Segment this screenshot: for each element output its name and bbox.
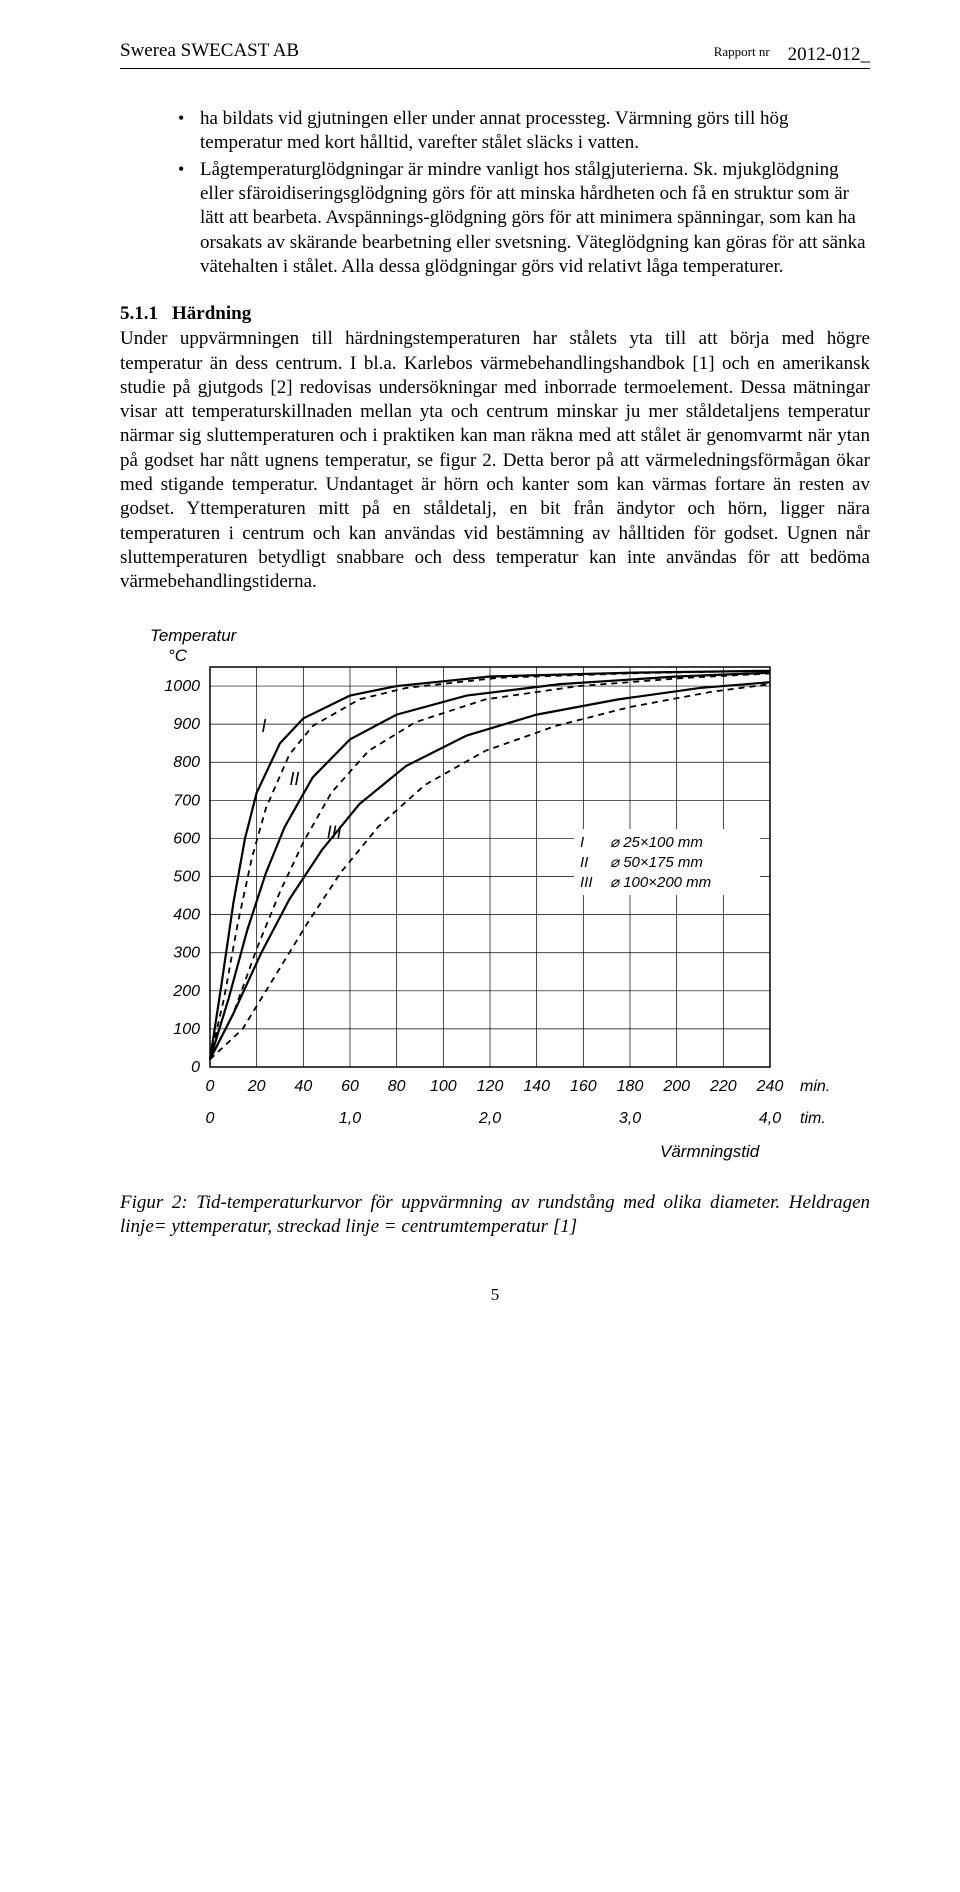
x-tick-min: 180	[617, 1078, 644, 1095]
figure-2: Temperatur °C IIIIII I⌀ 25×100 mmII⌀ 50×…	[120, 617, 870, 1177]
legend-id: I	[580, 834, 584, 851]
page-header: Swerea SWECAST AB Rapport nr 2012-012_	[120, 40, 870, 69]
x-tick-tim: 4,0	[759, 1110, 781, 1127]
y-tick-label: 100	[173, 1021, 200, 1038]
legend-label: ⌀ 25×100 mm	[610, 834, 703, 851]
x-tick-min: 40	[294, 1078, 312, 1095]
y-tick-label: 800	[173, 754, 200, 771]
chart-svg: Temperatur °C IIIIII I⌀ 25×100 mmII⌀ 50×…	[120, 617, 860, 1177]
series-label-I: I	[261, 715, 266, 735]
series-label-III: III	[327, 822, 342, 842]
report-number: 2012-012_	[788, 44, 870, 66]
x-tick-tim: 2,0	[478, 1110, 501, 1127]
series-label-II: II	[289, 769, 299, 789]
x-tim-unit: tim.	[800, 1110, 826, 1127]
bullet-item: • ha bildats vid gjutningen eller under …	[178, 107, 870, 156]
body-paragraph: Under uppvärmningen till härdningstemper…	[120, 327, 870, 594]
y-tick-label: 1000	[164, 678, 200, 695]
page: Swerea SWECAST AB Rapport nr 2012-012_ •…	[0, 0, 960, 1345]
chart-legend: I ⌀ 25×100 mm II ⌀ 50×175 mm III ⌀ 100×200 mm	[574, 829, 760, 895]
x-tick-min: 80	[388, 1078, 406, 1095]
legend-id: III	[580, 874, 593, 891]
header-report: Rapport nr 2012-012_	[714, 44, 870, 66]
legend-label: ⌀ 100×200 mm	[610, 874, 711, 891]
y-tick-label: 600	[173, 830, 200, 847]
y-tick-label: 300	[173, 944, 200, 961]
x-tick-tim: 1,0	[339, 1110, 361, 1127]
figure-caption: Figur 2: Tid-temperaturkurvor för uppvär…	[120, 1191, 870, 1240]
y-tick-label: 900	[173, 716, 200, 733]
x-tick-min: 200	[662, 1078, 690, 1095]
x-tick-tim: 0	[206, 1110, 215, 1127]
y-tick-label: 700	[173, 792, 200, 809]
x-tick-tim: 3,0	[619, 1110, 641, 1127]
page-number: 5	[120, 1285, 870, 1305]
bullet-text: ha bildats vid gjutningen eller under an…	[200, 107, 870, 156]
legend-label: ⌀ 50×175 mm	[610, 854, 703, 871]
y-axis-unit: °C	[168, 646, 188, 665]
y-tick-label: 400	[173, 906, 200, 923]
legend-id: II	[580, 854, 588, 871]
section-heading: 5.1.1 Härdning	[120, 303, 870, 325]
x-tick-min: 140	[523, 1078, 550, 1095]
header-company: Swerea SWECAST AB	[120, 40, 299, 62]
x-axis-title: Värmningstid	[660, 1142, 760, 1161]
bullet-text: Lågtemperaturglödgningar är mindre vanli…	[200, 158, 870, 280]
y-tick-label: 500	[173, 868, 200, 885]
x-tick-min: 100	[430, 1078, 457, 1095]
bullet-glyph: •	[178, 158, 200, 280]
x-tick-min: 120	[477, 1078, 504, 1095]
section-number: 5.1.1	[120, 303, 158, 325]
x-tick-min: 240	[756, 1078, 784, 1095]
bullet-item: • Lågtemperaturglödgningar är mindre van…	[178, 158, 870, 280]
y-tick-label: 0	[191, 1059, 200, 1076]
bullet-glyph: •	[178, 107, 200, 156]
x-tick-min: 220	[709, 1078, 737, 1095]
y-tick-label: 200	[172, 982, 200, 999]
y-axis-title: Temperatur	[150, 626, 238, 645]
report-label: Rapport nr	[714, 44, 770, 66]
x-tick-min: 0	[206, 1078, 215, 1095]
section-title: Härdning	[172, 303, 251, 324]
x-tick-min: 60	[341, 1078, 359, 1095]
bullet-list: • ha bildats vid gjutningen eller under …	[178, 107, 870, 279]
x-min-unit: min.	[800, 1078, 830, 1095]
x-tick-min: 20	[247, 1078, 266, 1095]
x-tick-min: 160	[570, 1078, 597, 1095]
